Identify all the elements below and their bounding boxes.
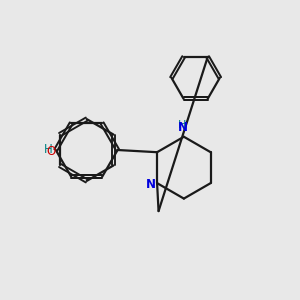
- Text: N: N: [146, 178, 156, 191]
- Text: H: H: [44, 143, 52, 156]
- Text: H: H: [178, 120, 187, 130]
- Text: O: O: [47, 145, 56, 158]
- Text: N: N: [177, 122, 188, 134]
